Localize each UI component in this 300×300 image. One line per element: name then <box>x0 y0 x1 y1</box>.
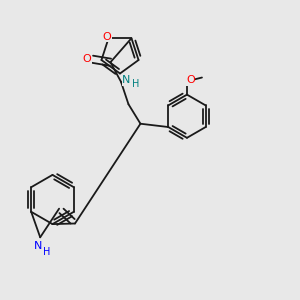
Text: O: O <box>186 75 195 85</box>
Text: N: N <box>34 241 42 251</box>
Text: O: O <box>103 32 111 42</box>
Text: O: O <box>83 54 92 64</box>
Text: N: N <box>122 75 130 85</box>
Text: H: H <box>132 79 139 89</box>
Text: H: H <box>43 247 50 257</box>
